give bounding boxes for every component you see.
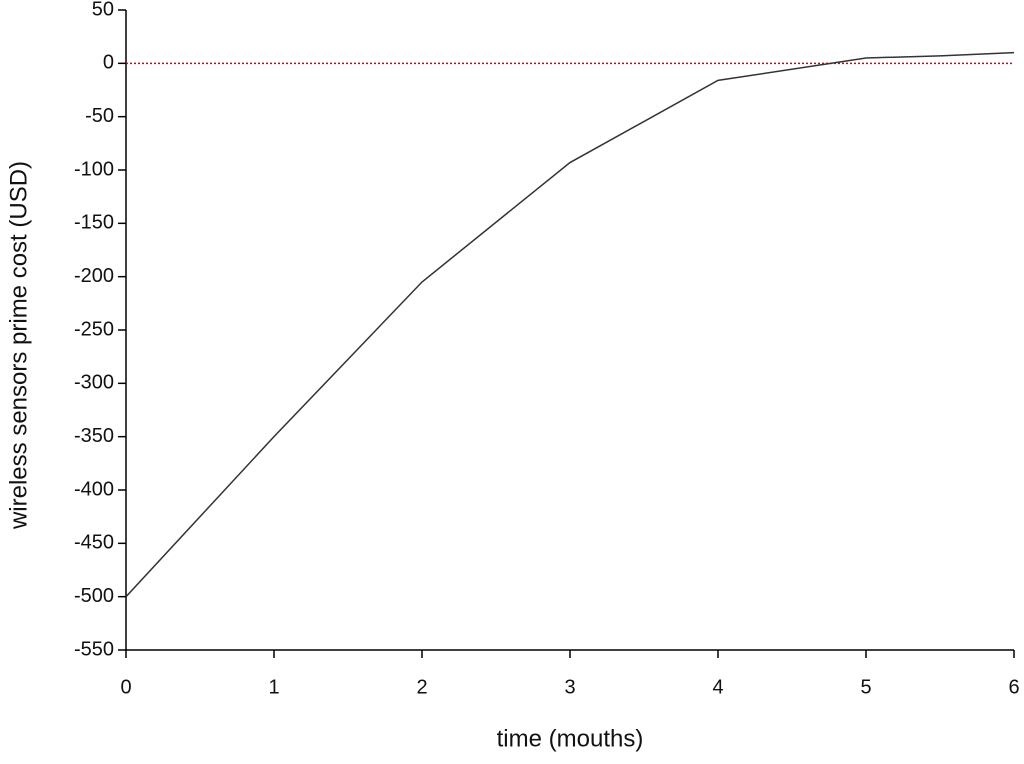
x-tick-label: 4 <box>712 676 723 698</box>
data-line <box>125 51 1015 598</box>
y-tick-label: 0 <box>103 52 114 74</box>
x-tick-label: 1 <box>268 676 279 698</box>
y-tick-label: -300 <box>74 372 114 394</box>
y-tick-label: -350 <box>74 425 114 447</box>
y-tick-label: -400 <box>74 478 114 500</box>
x-tick-label: 3 <box>564 676 575 698</box>
y-tick-label: -100 <box>74 158 114 180</box>
y-tick-label: 50 <box>92 0 114 20</box>
y-tick-label: -150 <box>74 212 114 234</box>
y-tick-label: -450 <box>74 532 114 554</box>
y-axis-label: wireless sensors prime cost (USD) <box>5 161 32 530</box>
y-tick-label: -200 <box>74 265 114 287</box>
y-tick-label: -550 <box>74 638 114 660</box>
x-tick-label: 2 <box>416 676 427 698</box>
y-tick-label: -250 <box>74 318 114 340</box>
x-tick-label: 0 <box>120 676 131 698</box>
y-tick-label: -500 <box>74 585 114 607</box>
y-tick-label: -50 <box>85 105 114 127</box>
x-axis-label: time (mouths) <box>497 725 644 752</box>
x-tick-label: 5 <box>860 676 871 698</box>
x-tick-label: 6 <box>1008 676 1019 698</box>
